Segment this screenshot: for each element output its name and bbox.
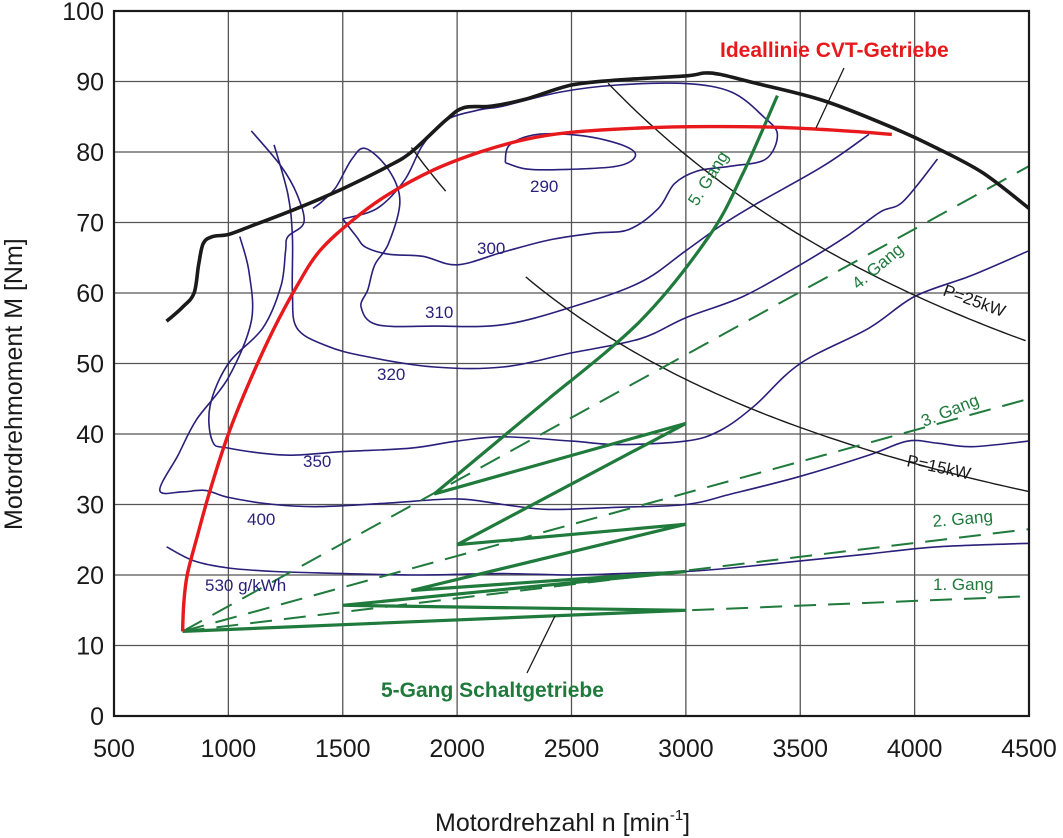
shift-path-zigzag bbox=[182, 397, 687, 633]
x-tick-label: 1000 bbox=[201, 735, 257, 763]
gear3-label: 3. Gang bbox=[918, 390, 981, 430]
x-tick-label: 2000 bbox=[429, 735, 485, 763]
bsfc-contour-300 bbox=[342, 82, 779, 266]
y-tick-label: 60 bbox=[76, 280, 104, 308]
plot-border bbox=[112, 9, 1031, 718]
power-hyperbola-segment bbox=[410, 147, 447, 192]
x-tick-label: 4000 bbox=[887, 735, 943, 763]
contour-label-400: 400 bbox=[247, 510, 275, 529]
grid bbox=[114, 11, 1029, 716]
shift-path-fifth-gear bbox=[547, 94, 779, 401]
y-tick-label: 50 bbox=[76, 351, 104, 379]
full-load-curve bbox=[165, 71, 1031, 323]
cvt-ideal-line-label: Ideallinie CVT-Getriebe bbox=[720, 39, 949, 62]
y-tick-label: 90 bbox=[76, 69, 104, 97]
x-tick-label: 500 bbox=[93, 735, 135, 763]
five-speed-shift-path bbox=[182, 94, 779, 633]
bsfc-contour-530 bbox=[166, 542, 1030, 576]
gear5-label: 5. Gang bbox=[684, 148, 732, 209]
y-tick-label: 0 bbox=[90, 703, 104, 731]
power-hyperbola-p15kw bbox=[525, 276, 1030, 493]
cvt-ideal-line-path bbox=[180, 124, 892, 632]
x-tick-label: 1500 bbox=[315, 735, 371, 763]
bsfc-contour-400 bbox=[159, 236, 1030, 511]
power-hyperbola-p25kw bbox=[607, 82, 1026, 342]
y-tick-label: 30 bbox=[76, 492, 104, 520]
gear-lines bbox=[182, 165, 1030, 633]
y-axis-title: Motordrehmoment M [Nm] bbox=[0, 238, 28, 530]
y-tick-label: 70 bbox=[76, 210, 104, 238]
contour-label-530: 530 g/kWh bbox=[205, 576, 286, 595]
gear-line-4 bbox=[182, 165, 1030, 633]
contour-label-300: 300 bbox=[477, 239, 505, 258]
power-hyperbolas bbox=[410, 82, 1030, 493]
contour-label-320: 320 bbox=[377, 365, 405, 384]
x-axis-title: Motordrehzahl n [min-1] bbox=[435, 807, 690, 837]
y-tick-label: 20 bbox=[76, 562, 104, 590]
y-tick-label: 10 bbox=[76, 633, 104, 661]
x-tick-label: 3500 bbox=[772, 735, 828, 763]
cvt-ideal-line bbox=[180, 124, 892, 632]
x-tick-label: 4500 bbox=[1001, 735, 1057, 763]
contour-label-310: 310 bbox=[425, 303, 453, 322]
gear1-label: 1. Gang bbox=[933, 575, 994, 594]
bsfc-contour-350 bbox=[208, 130, 1030, 456]
contour-label-290: 290 bbox=[530, 177, 558, 196]
tick-labels: 500 1000 1500 2000 2500 3000 3500 4000 4500 0 10 20… bbox=[62, 0, 1057, 763]
y-tick-label: 40 bbox=[76, 421, 104, 449]
x-axis-title-end: ] bbox=[683, 809, 690, 837]
y-tick-label: 80 bbox=[76, 139, 104, 167]
plot-frame bbox=[112, 9, 1031, 718]
contour-label-350: 350 bbox=[303, 452, 331, 471]
x-tick-label: 3000 bbox=[658, 735, 714, 763]
five-speed-label: 5-Gang Schaltgetriebe bbox=[381, 679, 604, 702]
x-axis-title-main: Motordrehzahl n [min bbox=[435, 809, 670, 837]
gear2-label: 2. Gang bbox=[932, 507, 994, 531]
x-axis-title-sup: -1 bbox=[670, 807, 683, 824]
manual-leader-line bbox=[526, 615, 556, 674]
cvt-leader-line bbox=[815, 67, 845, 129]
gear-line-3 bbox=[182, 397, 1030, 633]
p25-label: P=25kW bbox=[941, 281, 1008, 321]
x-tick-label: 2500 bbox=[544, 735, 600, 763]
bsfc-contour-290 bbox=[504, 132, 637, 171]
full-load-curve-path bbox=[165, 71, 1031, 323]
y-tick-label: 100 bbox=[62, 0, 104, 26]
bsfc-contours bbox=[159, 82, 1030, 576]
